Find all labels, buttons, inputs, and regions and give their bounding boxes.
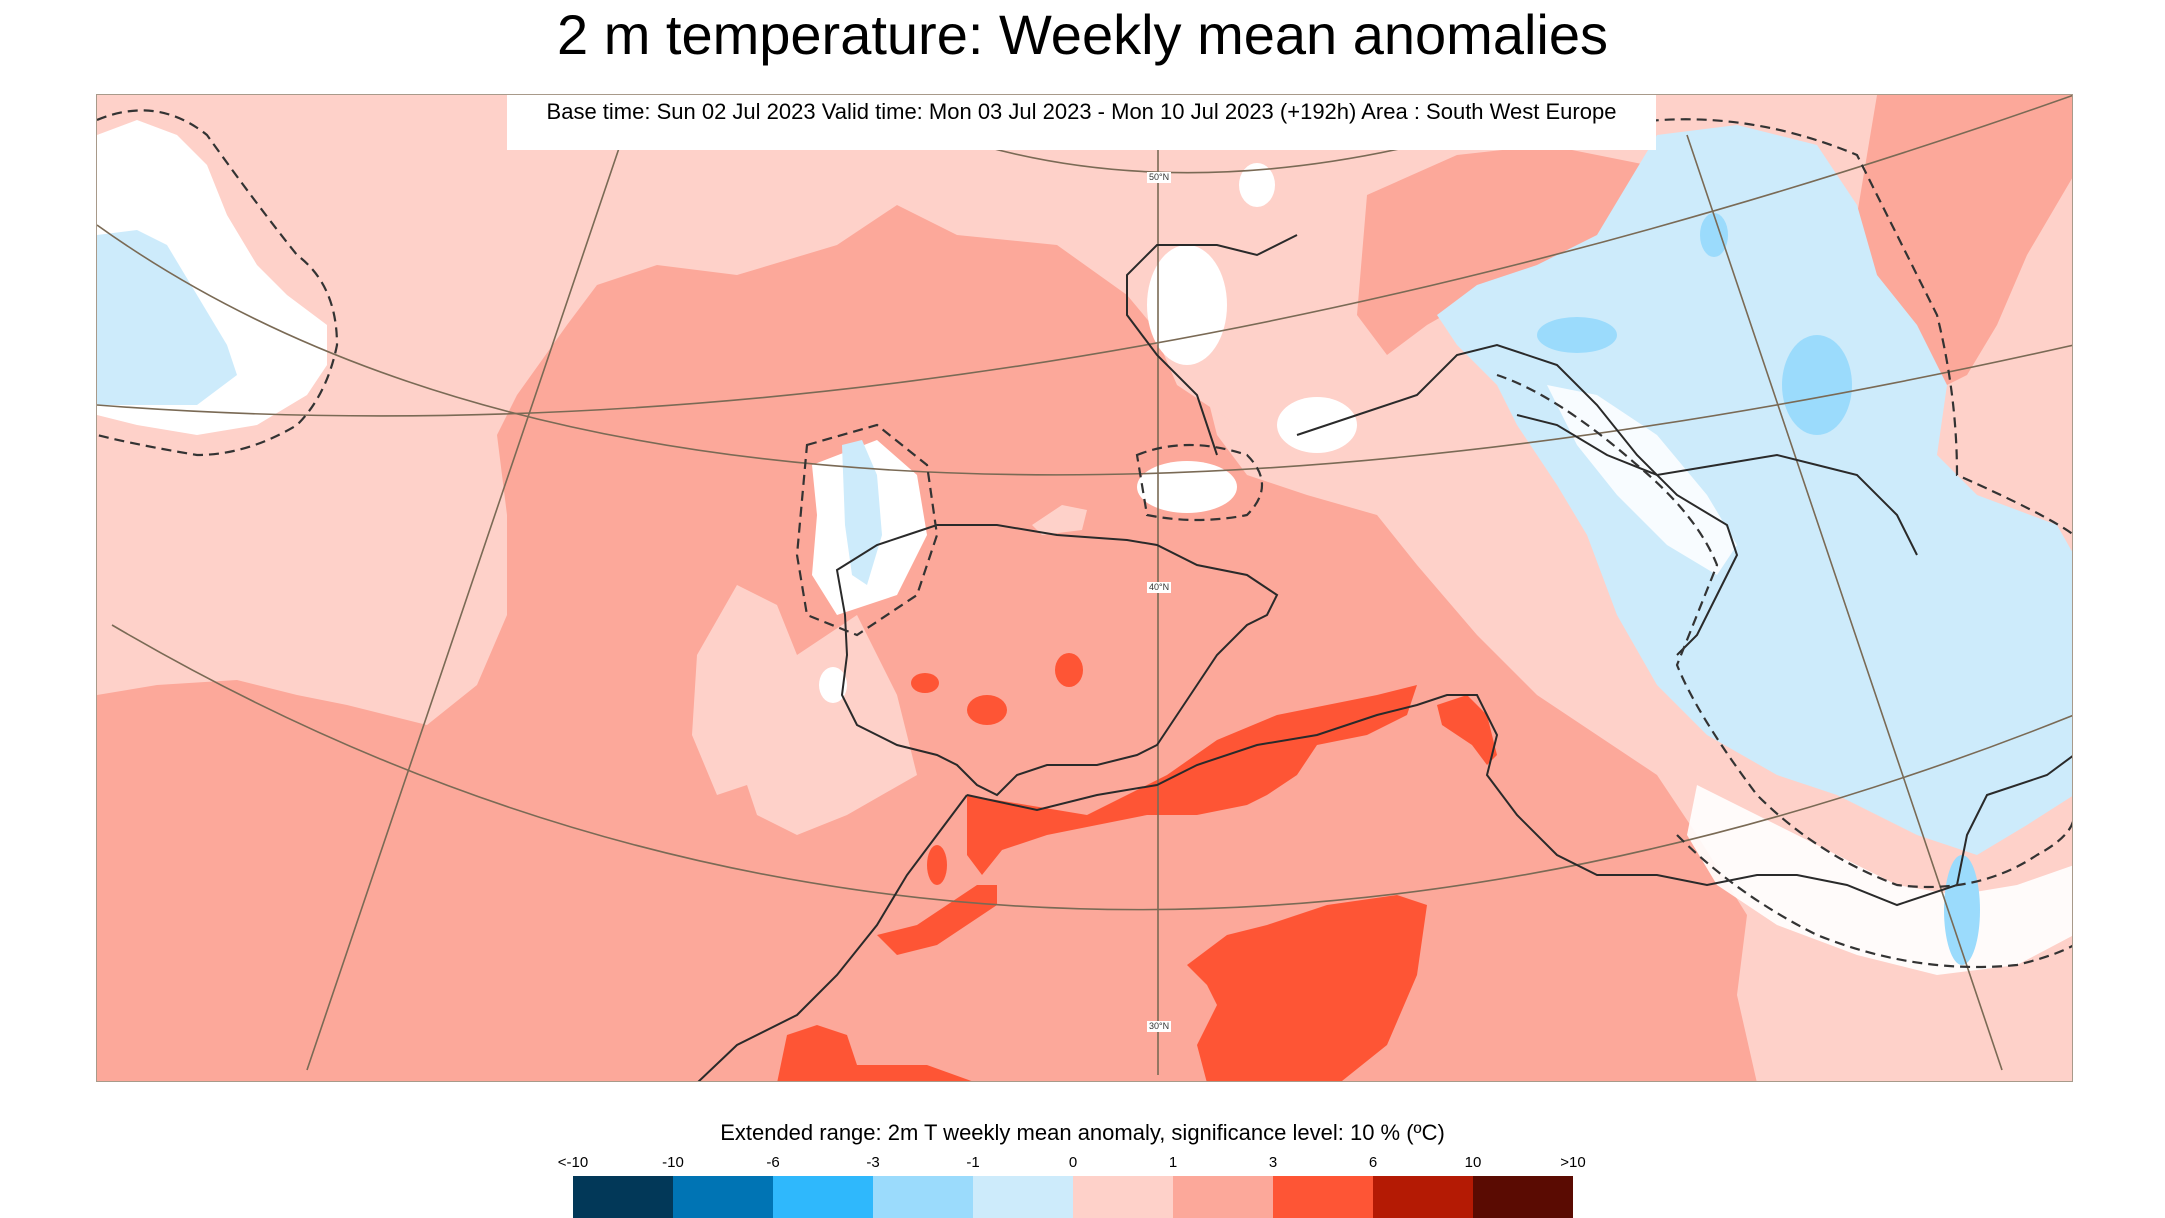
anomaly-region-3to6-south — [777, 1025, 972, 1081]
anomaly-region-minus3to-1-ionian — [1944, 855, 1980, 965]
lat-label-50n: 50°N — [1147, 172, 1172, 183]
anomaly-region-3to6-morocco-small — [927, 845, 947, 885]
anomaly-region-1to3-west — [97, 205, 1757, 1081]
subtitle-box: Base time: Sun 02 Jul 2023 Valid time: M… — [507, 95, 1656, 150]
coastlines — [697, 234, 2072, 1081]
legend-title: Extended range: 2m T weekly mean anomaly… — [720, 1120, 1445, 1145]
legend-tick: -1 — [966, 1154, 980, 1171]
colorbar-segment — [773, 1176, 873, 1218]
anomaly-region-1to3-germany — [1357, 145, 1657, 355]
map-canvas — [97, 95, 2072, 1081]
lat-label-30n: 30°N — [1147, 1021, 1172, 1032]
anomaly-region-minus3to-1-balkans — [1782, 335, 1852, 435]
anomaly-region-3to6-spain3 — [911, 673, 939, 693]
anomaly-region-3to6-algeria-north — [967, 685, 1417, 875]
graticule — [97, 95, 2072, 1075]
anomaly-region-0to1-france — [1057, 155, 1417, 455]
anomaly-region-near-zero-france1 — [1147, 245, 1227, 365]
anomaly-region-near-zero-ebro — [1137, 461, 1237, 513]
legend-tick: 3 — [1268, 1154, 1278, 1171]
anomaly-region-3to6-spain1 — [1055, 653, 1083, 687]
legend-tick: -10 — [662, 1154, 684, 1171]
legend-tick: 10 — [1464, 1154, 1482, 1171]
legend-tick: <-10 — [557, 1154, 589, 1171]
anomaly-region-minus1to0-atlantic — [97, 230, 237, 405]
anomaly-region-0to1-spain — [1032, 505, 1087, 535]
colorbar-segment — [1373, 1176, 1473, 1218]
legend-tick: 1 — [1168, 1154, 1178, 1171]
colorbar-segment — [1273, 1176, 1373, 1218]
colorbar — [573, 1176, 1573, 1218]
anomaly-region-near-zero-algarve — [819, 667, 847, 703]
significance-contours — [97, 109, 2072, 969]
anomaly-region-0to1-morocco-coast — [692, 585, 917, 835]
legend-tick: -6 — [766, 1154, 780, 1171]
anomaly-region-near-zero-france2 — [1277, 397, 1357, 453]
anomaly-region-minus3to-1-north — [1700, 213, 1728, 257]
legend-tick: -3 — [866, 1154, 880, 1171]
chart-title: 2 m temperature: Weekly mean anomalies — [557, 3, 1608, 66]
legend-tick: >10 — [1560, 1154, 1586, 1171]
anomaly-region-minus1to0-central-med — [1437, 125, 2072, 855]
anomaly-region-3to6-sahara — [1187, 895, 1427, 1081]
legend-tick: 0 — [1068, 1154, 1078, 1171]
legend-tick: 6 — [1368, 1154, 1378, 1171]
anomaly-region-3to6-spain2 — [967, 695, 1007, 725]
colorbar-segment — [1473, 1176, 1573, 1218]
colorbar-segment — [1073, 1176, 1173, 1218]
anomaly-region-minus3to-1-adriatic — [1537, 317, 1617, 353]
colorbar-segment — [873, 1176, 973, 1218]
colorbar-segment — [573, 1176, 673, 1218]
anomaly-region-near-zero-italy — [1547, 385, 1737, 575]
colorbar-segment — [1173, 1176, 1273, 1218]
lat-label-40n: 40°N — [1147, 582, 1172, 593]
colorbar-segment — [673, 1176, 773, 1218]
anomaly-region-near-zero-germany — [1239, 163, 1275, 207]
colorbar-segment — [973, 1176, 1073, 1218]
anomaly-region-3to6-tunisia — [1437, 695, 1497, 765]
anomaly-map: Base time: Sun 02 Jul 2023 Valid time: M… — [96, 94, 2073, 1082]
subtitle: Base time: Sun 02 Jul 2023 Valid time: M… — [546, 99, 1617, 124]
